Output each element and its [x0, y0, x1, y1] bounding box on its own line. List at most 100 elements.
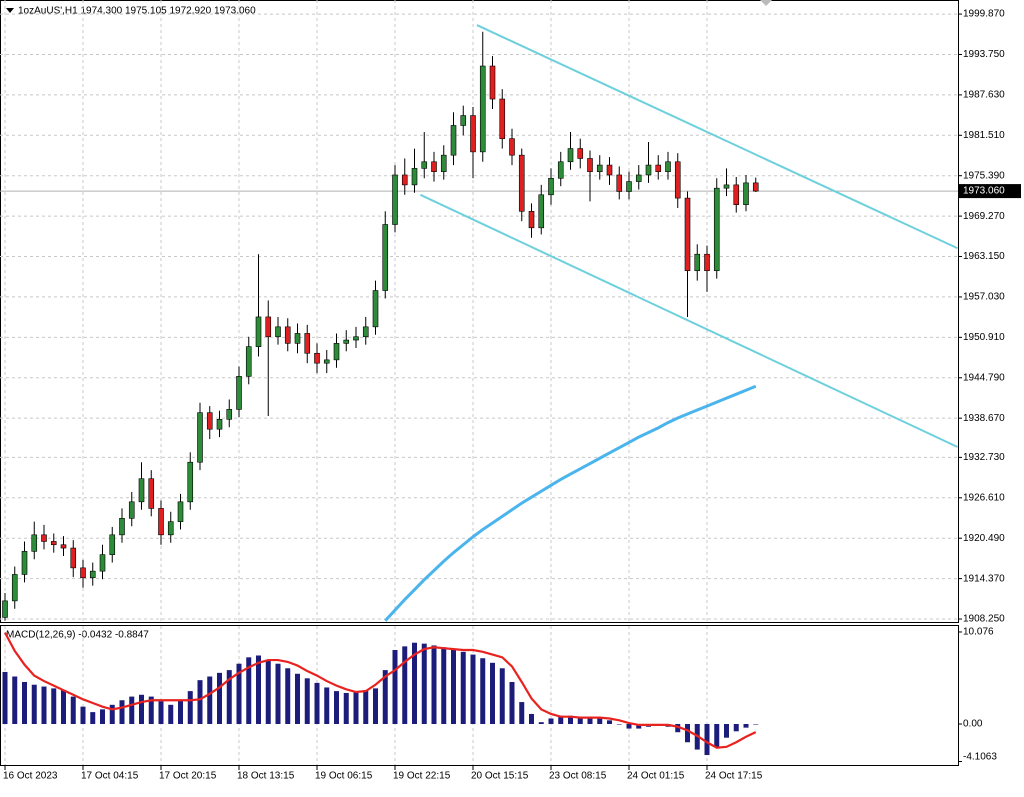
candle-body — [489, 65, 496, 100]
macd-histogram-bar — [178, 700, 183, 724]
macd-histogram-bar — [402, 646, 408, 724]
macd-histogram-bar — [187, 691, 193, 724]
macd-histogram-bar — [577, 716, 583, 724]
candle-body — [421, 161, 428, 169]
y-tick-label: 1981.510 — [963, 130, 1005, 141]
candle-body — [2, 600, 8, 618]
macd-histogram-bar — [353, 692, 359, 724]
macd-histogram-bar — [412, 642, 417, 724]
macd-histogram-bar — [168, 704, 174, 724]
x-tick-label: 19 Oct 22:15 — [393, 771, 451, 782]
candle-body — [197, 412, 203, 463]
y-tick-label: 1963.150 — [963, 251, 1005, 262]
candle-body — [596, 164, 603, 172]
x-tick-label: 19 Oct 06:15 — [315, 771, 373, 782]
candle-body — [11, 574, 18, 602]
macd-histogram-bar — [490, 662, 495, 724]
candle-body — [31, 534, 38, 552]
macd-histogram-bar — [568, 715, 573, 724]
y-tick-label: 1993.750 — [963, 49, 1005, 60]
y-tick-label: 10.076 — [963, 627, 994, 638]
candle-body — [460, 115, 467, 126]
candle-body — [148, 478, 155, 509]
y-tick-label: 1975.390 — [963, 170, 1005, 181]
candle-body — [509, 138, 515, 156]
candle-body — [713, 187, 720, 272]
macd-histogram-bar — [343, 692, 349, 724]
macd-histogram-bar — [12, 676, 18, 724]
macd-histogram-bar — [61, 690, 66, 724]
candle-body — [694, 253, 701, 272]
candle-body — [21, 551, 28, 575]
candle-body — [206, 412, 213, 430]
channel-line — [419, 193, 958, 448]
candle-body — [743, 182, 749, 205]
macd-histogram-bar — [226, 670, 232, 724]
macd-histogram-bar — [31, 684, 37, 724]
main-plot — [0, 0, 958, 622]
candle-body — [411, 168, 418, 186]
candle-body — [304, 333, 311, 354]
macd-histogram-bar — [51, 688, 57, 724]
macd-histogram-bar — [529, 713, 534, 724]
macd-histogram-bar — [675, 723, 681, 733]
candle-body — [362, 326, 369, 338]
candle-body — [499, 98, 506, 139]
macd-histogram-bar — [548, 718, 554, 724]
candle-body — [528, 210, 535, 229]
macd-histogram-bar — [363, 690, 369, 724]
moving-average — [384, 384, 757, 622]
y-tick-label: 1957.030 — [963, 292, 1005, 303]
candle-body — [635, 174, 642, 182]
macd-histogram-bar — [382, 670, 388, 724]
chart-title: 1ozAuUS',H1 1974.300 1975.105 1972.920 1… — [18, 6, 256, 17]
macd-histogram-bar — [714, 723, 720, 747]
macd-histogram-bar — [451, 649, 456, 724]
y-tick-label: 1932.730 — [963, 452, 1005, 463]
y-tick-label: 1950.910 — [963, 332, 1005, 343]
macd-plot — [2, 632, 759, 756]
candle-body — [518, 154, 525, 212]
candle-body — [89, 570, 96, 579]
macd-histogram-bar — [509, 681, 515, 724]
macd-histogram-bar — [295, 673, 300, 724]
candle-body — [470, 115, 476, 153]
candle-body — [655, 164, 662, 172]
last-price-label: 1973.060 — [963, 186, 1005, 197]
candle-body — [80, 567, 86, 579]
candle-body — [187, 461, 194, 503]
x-tick-label: 17 Oct 20:15 — [159, 771, 217, 782]
candle-body — [99, 554, 106, 572]
macd-histogram-bar — [373, 688, 378, 724]
candle-body — [216, 418, 223, 430]
macd-histogram-bar — [733, 723, 739, 732]
macd-histogram-bar — [421, 643, 427, 724]
candle-body — [177, 501, 184, 522]
candle-body — [557, 161, 564, 179]
macd-histogram-bar — [314, 682, 320, 724]
y-tick-label: 1908.250 — [963, 614, 1005, 625]
candle-body — [372, 290, 379, 328]
y-tick-label: 1914.370 — [963, 573, 1005, 584]
candle-body — [548, 177, 554, 196]
candle-body — [723, 184, 730, 189]
y-tick-label: 1999.870 — [963, 9, 1005, 20]
candle-body — [41, 534, 47, 542]
candle-body — [538, 194, 545, 229]
macd-histogram-bar — [207, 676, 213, 724]
macd-histogram-bar — [392, 650, 398, 724]
candle-body — [138, 478, 145, 503]
menu-arrow[interactable] — [6, 8, 14, 13]
macd-signal-line — [4, 632, 757, 749]
macd-histogram-bar — [109, 704, 115, 724]
candle-body — [284, 326, 291, 344]
candle-body — [275, 326, 281, 338]
candle-body — [392, 174, 398, 225]
x-tick-label: 20 Oct 15:15 — [471, 771, 529, 782]
candle-body — [167, 521, 174, 536]
macd-frame — [0, 625, 959, 766]
macd-histogram-bar — [636, 723, 642, 729]
x-tick-label: 16 Oct 2023 — [3, 771, 58, 782]
candle-body — [109, 534, 116, 555]
macd-histogram-bar — [41, 686, 47, 724]
